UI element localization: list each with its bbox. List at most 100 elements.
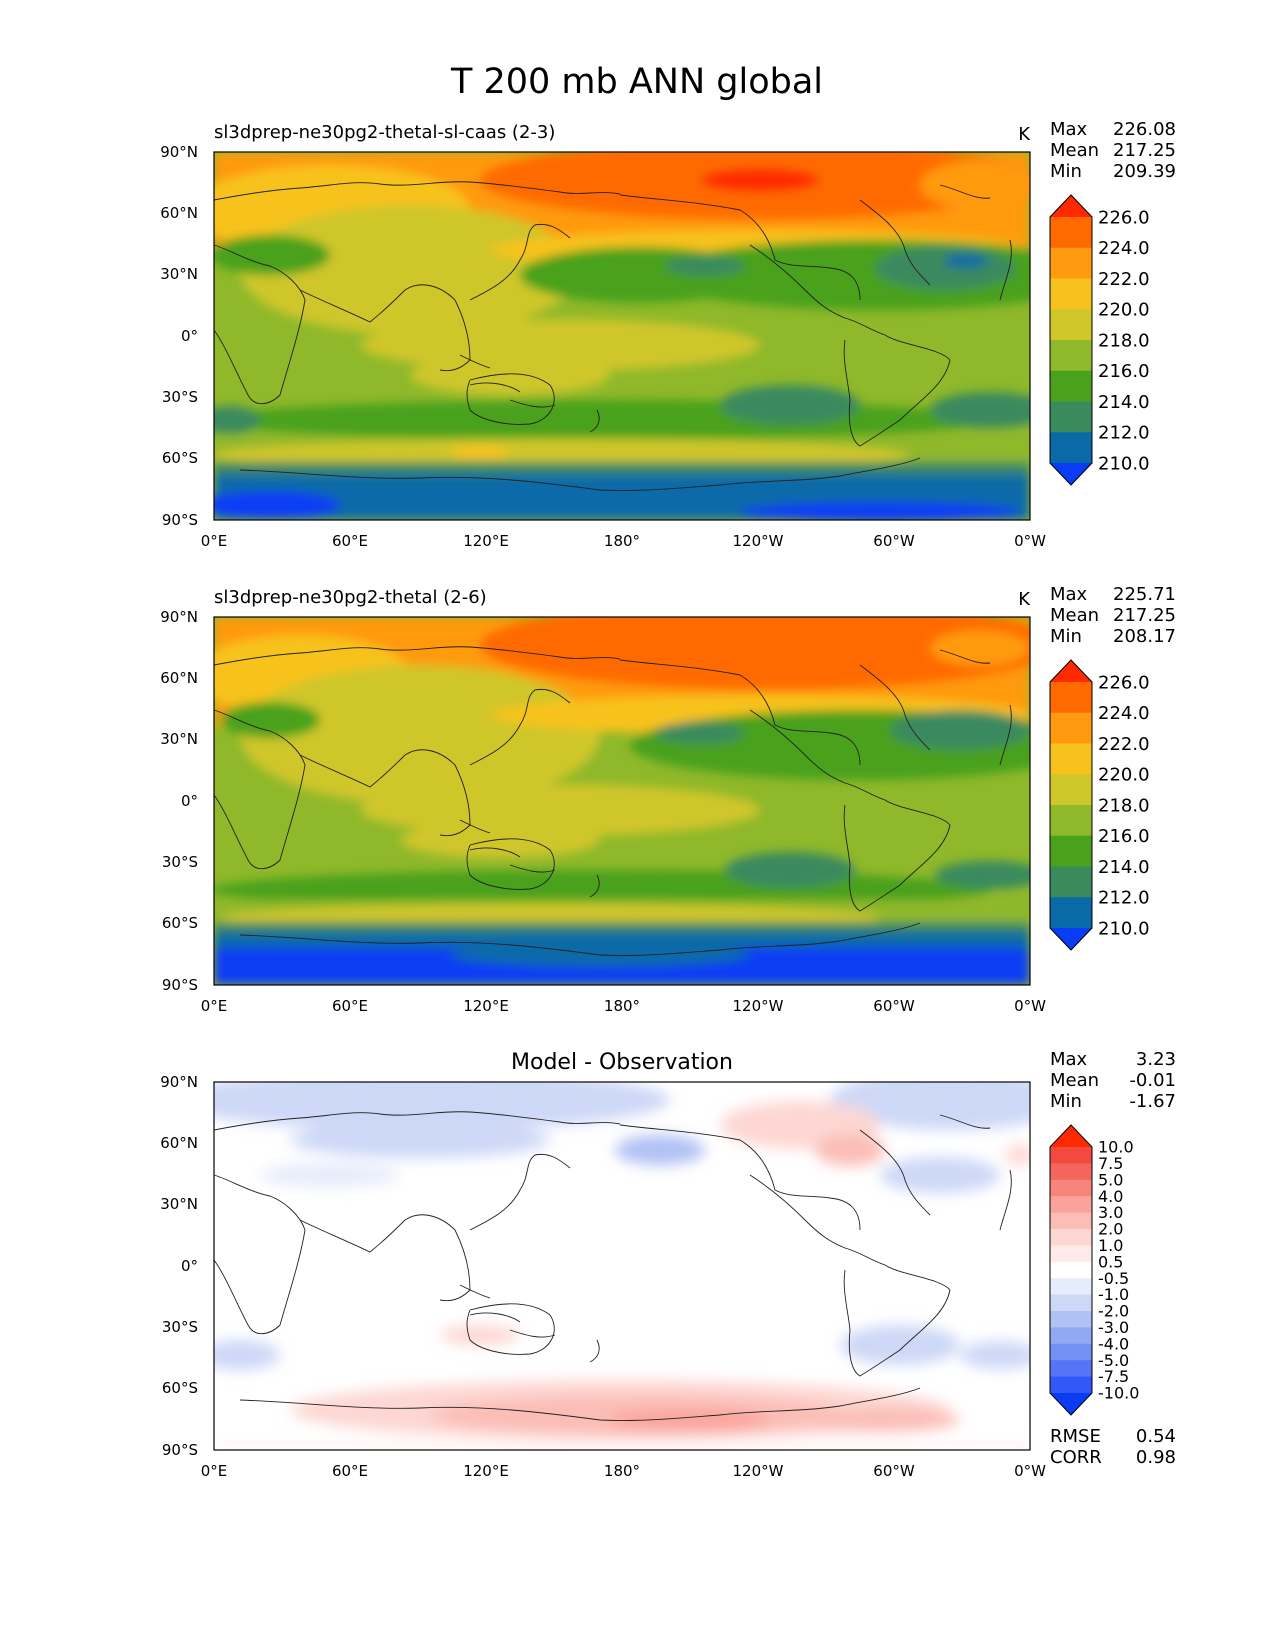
panel-1-units: K — [1018, 124, 1031, 145]
panel-2-title: sl3dprep-ne30pg2-thetal (2-6) — [214, 587, 487, 608]
colorbar-swatch — [1050, 1261, 1092, 1279]
colorbar-swatch — [1050, 1196, 1092, 1214]
lon-tick-label: 120°E — [463, 997, 509, 1015]
colorbar-swatch — [1050, 432, 1092, 464]
colorbar-tick-label: -3.0 — [1098, 1318, 1129, 1337]
stat-value: 225.71 — [1113, 584, 1176, 605]
panel-3-metrics: RMSE 0.54 CORR 0.98 — [1050, 1426, 1176, 1468]
lat-tick-label: 60°N — [160, 204, 198, 222]
colorbar-extend-min — [1050, 928, 1092, 950]
colorbar-tick-label: -0.5 — [1098, 1269, 1129, 1288]
stat-label: Mean — [1050, 140, 1099, 161]
colorbar-tick-label: 214.0 — [1098, 392, 1150, 413]
lat-tick-label: 60°S — [162, 1379, 198, 1397]
colorbar-swatch — [1050, 712, 1092, 744]
stat-label: Min — [1050, 1091, 1082, 1112]
colorbar-tick-label: 222.0 — [1098, 734, 1150, 755]
colorbar-tick-label: 5.0 — [1098, 1170, 1123, 1189]
colorbar-tick-label: 220.0 — [1098, 765, 1150, 786]
panel-2-units: K — [1018, 589, 1031, 610]
colorbar-swatch — [1050, 1360, 1092, 1378]
colorbar-outline — [1049, 1124, 1093, 1416]
stat-label: Mean — [1050, 605, 1099, 626]
colorbar-extend-min — [1050, 1393, 1092, 1415]
lat-tick-label: 30°S — [162, 853, 198, 871]
lon-tick-label: 0°W — [1014, 1462, 1046, 1480]
lat-tick-label: 90°N — [160, 143, 198, 161]
panel-2-stats: Max 225.71 Mean 217.25 Min 208.17 — [1050, 584, 1176, 647]
colorbar-swatch — [1050, 1212, 1092, 1230]
lon-tick-label: 0°W — [1014, 532, 1046, 550]
colorbar-swatch — [1050, 370, 1092, 402]
lat-tick-label: 60°S — [162, 914, 198, 932]
lat-tick-label: 0° — [181, 1257, 198, 1275]
panel-1-stats: Max 226.08 Mean 217.25 Min 209.39 — [1050, 119, 1176, 182]
colorbar-swatch — [1050, 1278, 1092, 1296]
lon-tick-label: 120°W — [733, 532, 784, 550]
panel-1-title: sl3dprep-ne30pg2-thetal-sl-caas (2-3) — [214, 122, 555, 143]
colorbar-tick-label: 7.5 — [1098, 1154, 1123, 1173]
panel-3-coastlines — [213, 1111, 1012, 1421]
lon-tick-label: 120°W — [733, 1462, 784, 1480]
stat-value: 208.17 — [1113, 626, 1176, 647]
colorbar-swatch — [1050, 1311, 1092, 1328]
lon-tick-label: 60°E — [332, 997, 368, 1015]
lon-tick-label: 180° — [604, 997, 640, 1015]
colorbar-swatch — [1050, 774, 1092, 806]
panel-3-frame — [213, 1081, 1031, 1451]
colorbar-swatch — [1050, 1343, 1092, 1361]
panel-3-axes: 90°N 60°N 30°N 0° 30°S 60°S 90°S 0°E 60°… — [160, 1073, 1046, 1480]
lat-tick-label: 90°S — [162, 511, 198, 529]
lon-tick-label: 0°W — [1014, 997, 1046, 1015]
colorbar-tick-label: 218.0 — [1098, 330, 1150, 351]
lat-tick-label: 90°S — [162, 1441, 198, 1459]
lat-tick-label: 30°N — [160, 1195, 198, 1213]
colorbar-swatch — [1050, 805, 1092, 837]
lat-tick-label: 0° — [181, 327, 198, 345]
panel-2-map — [214, 617, 1030, 985]
colorbar-tick-label: -7.5 — [1098, 1367, 1129, 1386]
colorbar-tick-label: 212.0 — [1098, 423, 1150, 444]
colorbar-tick-label: 216.0 — [1098, 361, 1150, 382]
lat-tick-label: 30°S — [162, 1318, 198, 1336]
panel-3-title: Model - Observation — [511, 1050, 733, 1075]
lat-tick-label: 30°N — [160, 730, 198, 748]
lat-tick-label: 60°N — [160, 1134, 198, 1152]
colorbar-swatch — [1050, 401, 1092, 433]
lon-tick-label: 120°W — [733, 997, 784, 1015]
colorbar-swatch — [1050, 309, 1092, 341]
colorbar: 10.07.55.04.03.02.01.00.5-0.5-1.0-2.0-3.… — [1049, 1124, 1139, 1416]
colorbar-tick-label: 216.0 — [1098, 826, 1150, 847]
colorbar: 226.0 224.0 222.0 220.0 218.0 216.0 214.0 212.0… — [1049, 659, 1150, 951]
panel-1-frame — [213, 151, 1031, 521]
colorbar-swatch — [1050, 682, 1092, 714]
colorbar-swatch — [1050, 835, 1092, 867]
colorbar-tick-label: 210.0 — [1098, 918, 1150, 939]
colorbar-tick-label: 224.0 — [1098, 703, 1150, 724]
colorbar-swatch — [1050, 743, 1092, 775]
colorbar-tick-label: 212.0 — [1098, 888, 1150, 909]
lat-tick-label: 90°S — [162, 976, 198, 994]
metric-value: 0.98 — [1136, 1447, 1176, 1468]
colorbar-swatch — [1050, 340, 1092, 372]
lon-tick-label: 60°W — [873, 997, 915, 1015]
colorbar-tick-label: 2.0 — [1098, 1220, 1123, 1239]
colorbar-tick-label: -5.0 — [1098, 1351, 1129, 1370]
colorbar-swatch — [1050, 897, 1092, 929]
panel-2-axes: 90°N 60°N 30°N 0° 30°S 60°S 90°S 0°E 60°… — [160, 608, 1046, 1015]
lon-tick-label: 180° — [604, 532, 640, 550]
stat-label: Min — [1050, 626, 1082, 647]
lat-tick-label: 90°N — [160, 608, 198, 626]
panel-2-coastlines — [213, 646, 1012, 956]
panel-1-map — [214, 152, 1030, 520]
colorbar-extend-max — [1050, 1125, 1092, 1147]
stat-label: Mean — [1050, 1070, 1099, 1091]
stat-value: 217.25 — [1113, 140, 1176, 161]
colorbar-extend-min — [1050, 463, 1092, 485]
lon-tick-label: 120°E — [463, 1462, 509, 1480]
colorbar-tick-label: 226.0 — [1098, 672, 1150, 693]
lon-tick-label: 60°E — [332, 532, 368, 550]
colorbar-tick-label: 224.0 — [1098, 238, 1150, 259]
colorbar-swatch — [1050, 1163, 1092, 1181]
colorbar-tick-label: 4.0 — [1098, 1187, 1123, 1206]
